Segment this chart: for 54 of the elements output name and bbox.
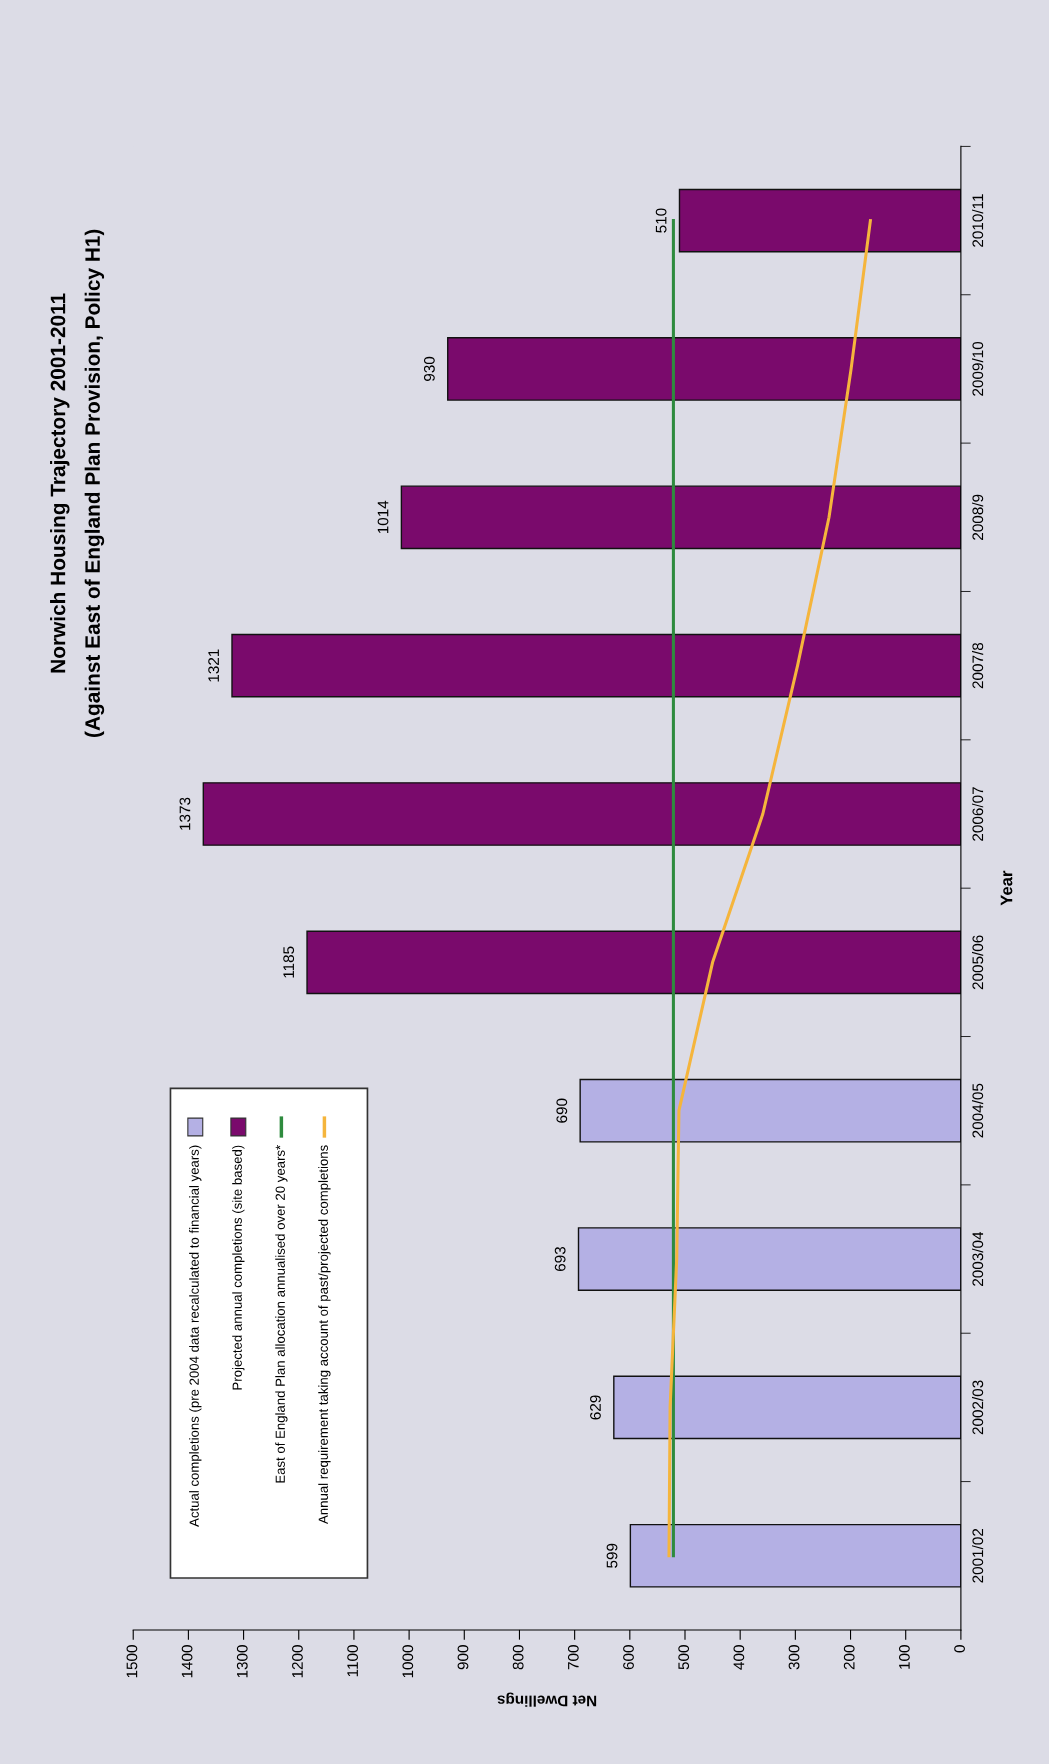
- x-axis-title: Net Dwellings: [497, 1692, 597, 1707]
- y-tick-label: 2008/9: [972, 494, 984, 540]
- x-tick-label: 1300: [236, 1645, 248, 1678]
- legend-label: Actual completions (pre 2004 data recalculated to financial years): [189, 1145, 202, 1527]
- x-tick-label: 800: [512, 1645, 524, 1670]
- y-tick-label: 2005/06: [972, 935, 984, 990]
- x-tick-label: 1400: [181, 1645, 193, 1678]
- x-tick-label: 700: [567, 1645, 579, 1670]
- y-tick-label: 2003/04: [972, 1231, 984, 1286]
- data-label: 599: [606, 1543, 618, 1568]
- x-tick-label: 400: [733, 1645, 745, 1670]
- x-tick-label: 200: [843, 1645, 855, 1670]
- text: Norwich Housing Trajectory 2001-2011: [50, 293, 70, 673]
- x-tick-label: 600: [623, 1645, 634, 1670]
- bar: [202, 782, 961, 846]
- y-tick-label: 2006/07: [972, 787, 984, 841]
- bar: [678, 188, 961, 253]
- bar: [400, 485, 961, 550]
- bar: [306, 930, 961, 995]
- y-tick-label: 2002/03: [972, 1380, 984, 1435]
- x-tick-label: 1500: [126, 1645, 138, 1678]
- x-tick-label: 0: [954, 1645, 965, 1653]
- data-label: 693: [554, 1246, 566, 1272]
- x-tick-label: 1100: [347, 1645, 359, 1677]
- y-tick-label: 2010/11: [972, 194, 984, 247]
- x-tick-label: 900: [457, 1645, 469, 1670]
- bar: [579, 1078, 961, 1143]
- data-label: 1321: [208, 649, 220, 682]
- legend-label: Projected annual completions (site based): [232, 1145, 245, 1390]
- x-tick-label: 300: [788, 1645, 800, 1670]
- data-label: 930: [423, 356, 435, 381]
- text: (Against East of England Plan Provision, Policy H1): [84, 229, 105, 737]
- legend-label: Annual requirement taking account of past/projected completions: [318, 1145, 331, 1524]
- bar: [447, 337, 961, 401]
- data-label: 629: [590, 1395, 601, 1420]
- bar: [629, 1523, 961, 1588]
- legend-label: East of England Plan allocation annualised over 20 years*: [275, 1145, 288, 1483]
- y-tick-label: 2007/8: [972, 642, 984, 689]
- x-tick-label: 1200: [292, 1645, 303, 1678]
- x-tick-label: 100: [898, 1645, 910, 1669]
- y-axis-title: Year: [1000, 870, 1013, 906]
- y-tick-label: 2001/02: [972, 1528, 984, 1583]
- data-label: 510: [655, 208, 667, 233]
- x-tick-label: 1000: [402, 1645, 414, 1678]
- data-label: 1014: [377, 500, 389, 534]
- bar: [577, 1227, 961, 1291]
- x-tick-label: 500: [678, 1645, 690, 1670]
- data-label: 690: [556, 1098, 568, 1123]
- y-tick-label: 2004/05: [972, 1083, 984, 1138]
- bar: [231, 633, 961, 698]
- bar: [613, 1375, 961, 1440]
- data-label: 1185: [283, 946, 295, 978]
- y-tick-label: 2009/10: [972, 341, 984, 396]
- data-label: 1373: [179, 797, 191, 830]
